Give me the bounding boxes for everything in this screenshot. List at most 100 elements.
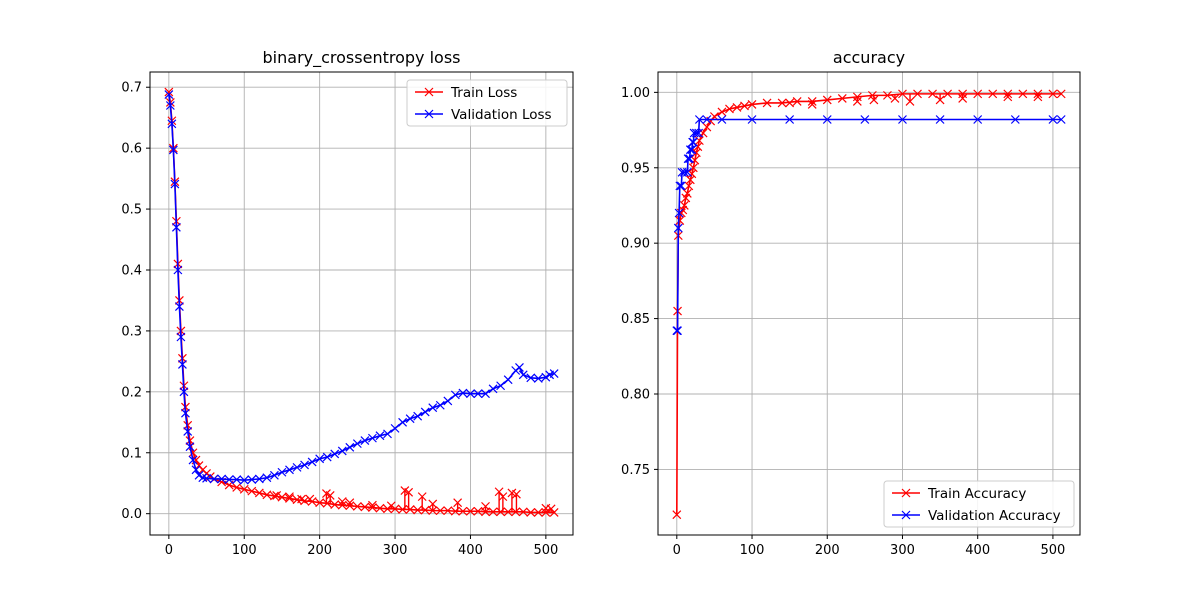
- loss-data-point-validation-loss: [368, 433, 377, 443]
- loss-data-point-validation-loss: [239, 475, 249, 485]
- loss-data-point-train-loss: [368, 500, 377, 510]
- loss-data-point-train-loss: [512, 489, 521, 499]
- loss-data-point-validation-loss: [217, 474, 227, 484]
- accuracy-y-tick-label: 0.80: [621, 387, 650, 402]
- loss-data-point-validation-loss: [405, 414, 415, 424]
- loss-data-point-train-loss: [272, 490, 282, 500]
- loss-legend: [406, 79, 568, 127]
- accuracy-axes-frame: [657, 71, 1081, 536]
- loss-data-point-validation-loss: [518, 370, 528, 380]
- loss-data-point-validation-loss: [292, 462, 302, 472]
- accuracy-data-point-validation-accuracy: [1048, 115, 1058, 124]
- accuracy-data-point-train-accuracy: [822, 95, 832, 105]
- accuracy-y-tick-label: 1.00: [621, 86, 650, 101]
- accuracy-x-tick-label: 200: [815, 543, 840, 558]
- accuracy-data-point-validation-accuracy: [679, 167, 689, 177]
- loss-data-point-validation-loss: [181, 408, 190, 418]
- loss-data-point-validation-loss: [183, 427, 193, 436]
- loss-data-point-validation-loss: [315, 454, 325, 464]
- loss-data-point-train-loss: [285, 494, 294, 503]
- loss-data-point-validation-loss: [202, 473, 211, 483]
- loss-data-point-validation-loss: [209, 474, 219, 484]
- loss-legend-marker-train-loss: [424, 87, 434, 97]
- loss-x-tick-label: 100: [232, 543, 257, 558]
- loss-y-tick-label: 0.6: [121, 142, 142, 157]
- accuracy-data-point-train-accuracy: [688, 163, 698, 173]
- loss-data-point-train-loss: [262, 490, 272, 500]
- loss-data-point-train-loss: [428, 506, 438, 516]
- accuracy-data-point-train-accuracy: [807, 100, 817, 109]
- accuracy-data-point-validation-accuracy: [717, 115, 727, 124]
- accuracy-x-tick-label: 0: [673, 543, 681, 558]
- loss-data-point-validation-loss: [428, 403, 438, 413]
- accuracy-x-tick-label: 300: [890, 543, 915, 558]
- loss-data-point-train-loss: [435, 506, 445, 516]
- loss-y-tick-label: 0.7: [121, 81, 142, 96]
- accuracy-data-point-train-accuracy: [852, 96, 862, 106]
- loss-data-point-train-loss: [345, 498, 355, 508]
- loss-data-point-train-loss: [420, 505, 430, 515]
- loss-data-point-train-loss: [352, 501, 362, 511]
- accuracy-data-point-validation-accuracy: [822, 115, 832, 124]
- accuracy-data-point-train-accuracy: [837, 93, 847, 103]
- loss-data-point-validation-loss: [466, 389, 475, 399]
- loss-data-point-train-loss: [541, 508, 551, 517]
- loss-data-point-train-loss: [503, 507, 513, 517]
- accuracy-data-point-validation-accuracy: [685, 145, 695, 155]
- loss-data-point-validation-loss: [164, 90, 174, 99]
- loss-chart: 0 100 200 300 400 500 0.0 0.1 0.2 0.3 0.4 0.5 0.6 0.7…: [121, 48, 574, 558]
- loss-data-point-validation-loss: [174, 302, 184, 311]
- accuracy-data-point-train-accuracy: [1048, 89, 1058, 99]
- loss-data-point-train-loss: [337, 497, 347, 506]
- accuracy-data-point-train-accuracy: [672, 510, 682, 520]
- accuracy-data-point-train-accuracy: [973, 89, 983, 99]
- accuracy-data-point-validation-accuracy: [785, 115, 795, 124]
- loss-data-point-validation-loss: [167, 119, 177, 129]
- accuracy-data-point-validation-accuracy: [676, 181, 686, 191]
- loss-data-point-train-loss: [232, 483, 242, 492]
- loss-data-point-train-loss: [473, 506, 483, 516]
- accuracy-data-point-validation-accuracy: [1056, 115, 1066, 124]
- loss-data-point-validation-loss: [224, 475, 234, 484]
- loss-data-point-validation-loss: [322, 452, 332, 462]
- loss-data-point-validation-loss: [515, 363, 524, 372]
- accuracy-data-point-train-accuracy: [943, 89, 953, 99]
- loss-data-point-train-loss: [458, 506, 468, 516]
- accuracy-data-point-train-accuracy: [785, 98, 795, 108]
- loss-data-point-validation-loss: [503, 375, 513, 385]
- accuracy-data-point-train-accuracy: [725, 104, 734, 114]
- loss-data-point-train-loss: [322, 498, 332, 508]
- loss-y-tick-label: 0.2: [121, 385, 142, 400]
- accuracy-legend-marker-validation-accuracy: [901, 510, 911, 520]
- loss-data-point-train-loss: [494, 487, 504, 497]
- accuracy-data-point-train-accuracy: [883, 90, 892, 100]
- loss-data-point-train-loss: [254, 488, 264, 498]
- loss-data-point-train-loss: [330, 500, 340, 509]
- accuracy-data-point-train-accuracy: [682, 188, 692, 198]
- loss-data-point-train-loss: [526, 508, 536, 517]
- loss-data-point-validation-loss: [549, 369, 559, 378]
- loss-data-point-train-loss: [315, 498, 325, 508]
- loss-data-point-validation-loss: [352, 439, 362, 449]
- loss-data-point-train-loss: [488, 507, 498, 517]
- loss-data-point-validation-loss: [390, 423, 400, 433]
- loss-data-point-validation-loss: [481, 389, 490, 399]
- loss-data-point-validation-loss: [191, 465, 201, 475]
- accuracy-data-point-validation-accuracy: [694, 115, 704, 124]
- accuracy-data-point-train-accuracy: [928, 89, 937, 99]
- loss-data-point-train-loss: [518, 507, 528, 517]
- loss-data-point-validation-loss: [262, 473, 272, 483]
- accuracy-data-point-train-accuracy: [1033, 89, 1043, 99]
- accuracy-data-point-train-accuracy: [1003, 89, 1013, 99]
- loss-data-point-train-loss: [386, 501, 396, 511]
- loss-data-point-validation-loss: [171, 222, 181, 232]
- loss-data-point-validation-loss: [458, 388, 468, 398]
- loss-data-point-validation-loss: [247, 475, 257, 484]
- loss-data-point-validation-loss: [443, 396, 453, 406]
- loss-data-point-train-loss: [247, 486, 257, 496]
- accuracy-chart: 0 100 200 300 400 500 0.75 0.80 0.85 0.90 0.95 1.00…: [621, 48, 1081, 558]
- accuracy-data-point-train-accuracy: [890, 93, 900, 103]
- loss-data-point-train-loss: [375, 503, 385, 513]
- accuracy-data-point-validation-accuracy: [898, 115, 907, 124]
- accuracy-data-point-validation-accuracy: [688, 137, 698, 147]
